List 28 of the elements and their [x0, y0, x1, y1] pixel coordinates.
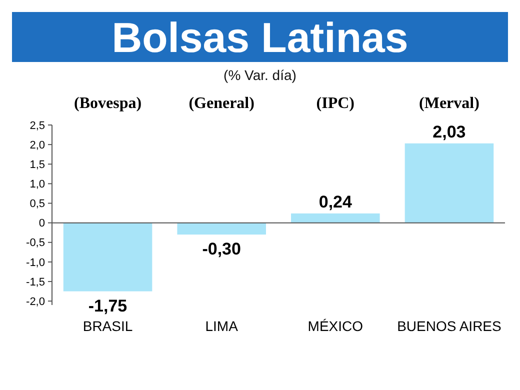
x-tick-label: BUENOS AIRES	[397, 318, 502, 334]
x-tick-label: BRASIL	[82, 318, 133, 334]
y-tick-label: 2,5	[30, 120, 45, 132]
y-tick-label: 0	[38, 218, 45, 230]
y-tick-label: -1,0	[26, 256, 45, 269]
data-label: 2,03	[432, 122, 466, 142]
data-label: -1,75	[88, 296, 128, 316]
y-tick-label: 1,5	[30, 158, 45, 171]
bar	[63, 222, 152, 292]
x-tick-label: MÉXICO	[308, 318, 364, 334]
text: (General)	[188, 95, 254, 112]
y-tick-label: 0,5	[30, 198, 45, 210]
bar	[404, 143, 494, 223]
text: (Merval)	[419, 95, 480, 112]
chart-title: Bolsas Latinas	[112, 14, 408, 61]
y-tick-label: -2,0	[26, 296, 45, 308]
y-tick-label: -1,5	[26, 276, 45, 288]
bar	[291, 213, 380, 223]
y-tick-label: 1,0	[30, 178, 45, 191]
text: (Bovespa)	[74, 95, 142, 112]
bar	[177, 222, 266, 235]
y-tick-label: -0,5	[26, 237, 45, 250]
chart-subtitle: (% Var. día)	[224, 67, 296, 83]
data-label: 0,24	[318, 192, 352, 212]
y-tick-label: 2,0	[30, 139, 45, 152]
text: (IPC)	[316, 95, 355, 112]
x-tick-label: LIMA	[205, 318, 239, 334]
data-label: -0,30	[202, 240, 241, 259]
